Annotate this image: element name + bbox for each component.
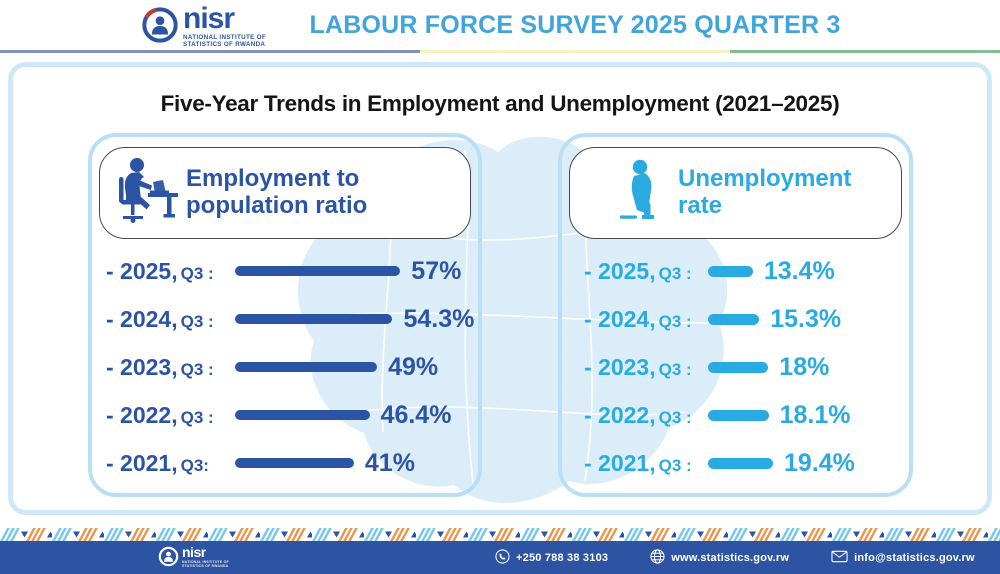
employment-panel-title: Employment to population ratio — [186, 165, 368, 219]
header: nisr NATIONAL INSTITUTE OF STATISTICS OF… — [0, 0, 1000, 50]
quarter-label: Q3 : — [658, 455, 692, 475]
unemployment-value: 15.3% — [770, 304, 842, 333]
logo-subtitle-1: NATIONAL INSTITUTE OF — [183, 33, 267, 41]
employment-bar — [235, 314, 393, 324]
footer-website-text[interactable]: www.statistics.gov.rw — [671, 551, 790, 564]
year-label: - 2024, — [106, 305, 178, 332]
footer-logo-brand: nisr — [182, 544, 206, 560]
year-label: - 2025, — [106, 257, 178, 284]
quarter-label: Q3 : — [180, 407, 214, 427]
year-label: - 2022, — [106, 401, 178, 428]
unemployment-value: 13.4% — [763, 256, 835, 285]
quarter-label: Q3 : — [658, 263, 692, 283]
footer-logo-subtitle-2: STATISTICS OF RWANDA — [182, 564, 229, 569]
year-label: - 2022, — [584, 401, 656, 428]
footer-contacts: +250 788 38 3103 www.statistics.gov.rw — [495, 541, 975, 574]
year-label: - 2023, — [584, 353, 656, 380]
quarter-label: Q3 : — [658, 407, 692, 427]
logo-subtitle-2: STATISTICS OF RWANDA — [183, 41, 266, 49]
main-title: Five-Year Trends in Employment and Unemp… — [160, 91, 840, 116]
quarter-label: Q3 : — [658, 311, 692, 331]
unemployment-bar — [708, 457, 773, 469]
person-at-desk-icon — [112, 155, 178, 232]
employment-row-2025: - 2025, Q3 : 57% — [106, 257, 474, 286]
employment-value: 54.3% — [403, 304, 475, 333]
unemployment-panel-header: Unemployment rate — [569, 147, 902, 239]
year-label: - 2021, — [584, 449, 656, 476]
employment-value: 41% — [364, 448, 415, 477]
footer: nisr NATIONAL INSTITUTE OF STATISTICS OF… — [0, 541, 1000, 574]
employment-row-2022: - 2022, Q3 : 46.4% — [106, 401, 474, 430]
year-label: - 2025, — [584, 257, 656, 284]
employment-row-2021: - 2021, Q3: 41% — [106, 449, 474, 478]
header-divider — [0, 50, 1000, 53]
unemployment-bar — [708, 361, 769, 373]
unemployment-panel-title: Unemployment rate — [678, 165, 852, 219]
employment-value: 57% — [411, 256, 462, 285]
quarter-label: Q3 : — [658, 359, 692, 379]
logo-brand: nisr — [183, 2, 235, 35]
employment-bar — [235, 410, 370, 420]
footer-email[interactable]: info@statistics.gov.rw — [831, 550, 975, 566]
phone-icon — [495, 548, 510, 567]
employment-rows: - 2025, Q3 : 57% - 2024, Q3 : 54.3% - 2023… — [106, 247, 474, 487]
footer-phone-text: +250 788 38 3103 — [516, 551, 609, 564]
unemployment-bar — [708, 409, 769, 421]
footer-globe-icon — [158, 546, 179, 572]
footer-website[interactable]: www.statistics.gov.rw — [650, 548, 790, 567]
year-label: - 2024, — [584, 305, 656, 332]
nisr-globe-icon — [141, 6, 179, 49]
quarter-label: Q3 : — [180, 359, 214, 379]
employment-row-2024: - 2024, Q3 : 54.3% — [106, 305, 474, 334]
employment-value: 46.4% — [380, 400, 452, 429]
globe-icon — [650, 548, 665, 567]
footer-email-text[interactable]: info@statistics.gov.rw — [854, 551, 975, 564]
unemployment-bar — [708, 313, 760, 325]
employment-bar — [235, 362, 378, 372]
unemployment-panel: Unemployment rate - 2025, Q3 : 13.4% - 20… — [558, 133, 913, 497]
quarter-label: Q3 : — [180, 263, 214, 283]
main-card: Five-Year Trends in Employment and Unemp… — [8, 62, 992, 515]
employment-bar — [235, 266, 401, 276]
mail-icon — [831, 550, 848, 566]
footer-logo-subtitle-1: NATIONAL INSTITUTE OF — [182, 559, 229, 564]
employment-value: 49% — [388, 352, 439, 381]
survey-title: LABOUR FORCE SURVEY 2025 QUARTER 3 — [309, 11, 841, 39]
quarter-label: Q3 : — [180, 311, 214, 331]
employment-panel-header: Employment to population ratio — [99, 147, 471, 239]
unemployment-bar — [708, 265, 753, 277]
unemployment-value: 18.1% — [779, 400, 851, 429]
unemployment-rows: - 2025, Q3 : 13.4% - 2024, Q3 : 15.3% - 20… — [584, 247, 905, 487]
unemployed-person-icon — [618, 158, 670, 229]
employment-bar — [235, 458, 354, 468]
unemployment-value: 19.4% — [783, 448, 855, 477]
employment-row-2023: - 2023, Q3 : 49% — [106, 353, 474, 382]
year-label: - 2023, — [106, 353, 178, 380]
employment-panel: Employment to population ratio - 2025, Q3… — [88, 133, 482, 497]
imigongo-pattern-strip — [0, 528, 1000, 541]
footer-phone: +250 788 38 3103 — [495, 548, 609, 567]
year-label: - 2021, — [106, 449, 178, 476]
nisr-logo: nisr NATIONAL INSTITUTE OF STATISTICS OF… — [141, 2, 267, 49]
footer-nisr-logo: nisr NATIONAL INSTITUTE OF STATISTICS OF… — [158, 544, 229, 572]
unemployment-row-2024: - 2024, Q3 : 15.3% — [584, 305, 905, 334]
unemployment-row-2023: - 2023, Q3 : 18% — [584, 353, 905, 382]
unemployment-value: 18% — [779, 352, 830, 381]
quarter-label: Q3: — [180, 455, 209, 475]
unemployment-row-2021: - 2021, Q3 : 19.4% — [584, 449, 905, 478]
unemployment-row-2025: - 2025, Q3 : 13.4% — [584, 257, 905, 286]
unemployment-row-2022: - 2022, Q3 : 18.1% — [584, 401, 905, 430]
